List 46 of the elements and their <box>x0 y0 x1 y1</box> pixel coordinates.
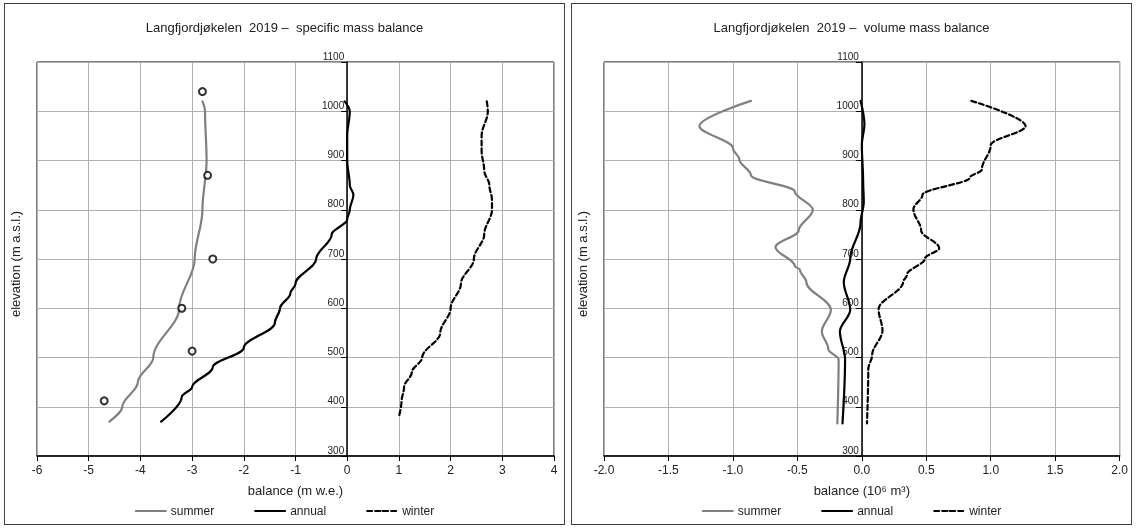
x-tick-label: 0.0 <box>853 463 871 477</box>
x-tick-label: -5 <box>83 463 95 477</box>
x-tick-label: 0 <box>343 463 351 477</box>
x-tick-label: 1 <box>395 463 403 477</box>
y-tick-label: 1000 <box>836 99 860 111</box>
legend-label: summer <box>737 504 782 518</box>
legend-label: summer <box>170 504 215 518</box>
x-tick-label: 2 <box>447 463 455 477</box>
y-tick-label: 600 <box>327 296 345 308</box>
y-axis-title: elevation (m a.s.l.) <box>575 210 590 318</box>
x-tick-label: 1.0 <box>982 463 1000 477</box>
y-tick-label: 1100 <box>837 50 860 62</box>
x-tick-label: -4 <box>135 463 147 477</box>
x-tick-label: -6 <box>31 463 43 477</box>
x-axis-title: balance (10⁶ m³) <box>813 483 911 498</box>
x-tick-label: -0.5 <box>787 463 809 477</box>
x-tick-label: -1 <box>290 463 302 477</box>
x-tick-label: 1.5 <box>1046 463 1064 477</box>
y-tick-label: 1100 <box>322 50 345 62</box>
legend-label: winter <box>401 504 435 518</box>
chart-title: Langfjordjøkelen 2019 – volume mass balance <box>713 20 990 35</box>
y-axis-title: elevation (m a.s.l.) <box>8 210 23 318</box>
x-tick-label: 4 <box>550 463 558 477</box>
legend-label: winter <box>968 504 1002 518</box>
x-tick-label: -1.0 <box>722 463 744 477</box>
y-tick-label: 900 <box>327 149 345 160</box>
x-tick-label: 2.0 <box>1111 463 1129 477</box>
x-tick-label: -2.0 <box>593 463 615 477</box>
y-tick-label: 800 <box>327 198 345 210</box>
x-tick-label: -2 <box>238 463 250 477</box>
x-axis-title: balance (m w.e.) <box>247 483 344 498</box>
legend-label: annual <box>290 504 327 518</box>
y-tick-label: 800 <box>842 198 860 210</box>
chart-title: Langfjordjøkelen 2019 – specific mass balance <box>145 20 424 35</box>
x-tick-label: -3 <box>186 463 198 477</box>
y-tick-label: 300 <box>327 444 345 456</box>
y-tick-label: 300 <box>842 444 860 456</box>
y-tick-label: 500 <box>327 346 345 357</box>
x-tick-label: -1.5 <box>658 463 680 477</box>
y-tick-label: 700 <box>327 247 345 259</box>
x-tick-label: 0.5 <box>917 463 935 477</box>
y-tick-label: 400 <box>327 395 345 407</box>
y-tick-label: 900 <box>842 149 860 160</box>
y-tick-label: 1000 <box>321 99 345 111</box>
legend-label: annual <box>857 504 894 518</box>
x-tick-label: 3 <box>498 463 506 477</box>
